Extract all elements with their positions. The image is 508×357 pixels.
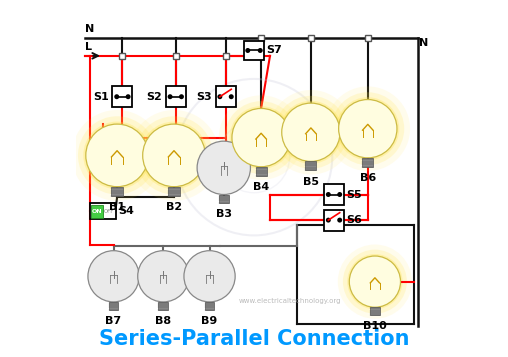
- FancyBboxPatch shape: [324, 210, 344, 231]
- Bar: [168, 187, 180, 196]
- Circle shape: [225, 101, 298, 174]
- Text: N: N: [85, 24, 94, 34]
- Text: B6: B6: [360, 173, 376, 183]
- Text: B2: B2: [166, 202, 182, 212]
- Circle shape: [72, 110, 163, 201]
- FancyBboxPatch shape: [324, 184, 344, 205]
- Text: S5: S5: [346, 190, 362, 200]
- Circle shape: [337, 218, 342, 223]
- Bar: [370, 307, 380, 315]
- Circle shape: [347, 254, 402, 309]
- Circle shape: [337, 192, 342, 197]
- Bar: [256, 167, 267, 176]
- Text: B7: B7: [106, 316, 121, 326]
- FancyBboxPatch shape: [215, 86, 236, 107]
- Circle shape: [279, 101, 342, 164]
- Text: S1: S1: [93, 92, 109, 102]
- Text: N: N: [420, 38, 429, 48]
- Text: B10: B10: [363, 321, 387, 331]
- Bar: [111, 187, 123, 196]
- Circle shape: [336, 97, 399, 160]
- Circle shape: [326, 218, 331, 223]
- Circle shape: [338, 245, 412, 319]
- Circle shape: [143, 124, 205, 187]
- FancyBboxPatch shape: [112, 86, 133, 107]
- FancyBboxPatch shape: [91, 205, 104, 218]
- Text: B1: B1: [109, 202, 125, 212]
- Circle shape: [350, 256, 400, 307]
- Text: ON: ON: [91, 209, 102, 214]
- Circle shape: [343, 250, 407, 314]
- Text: S6: S6: [346, 215, 362, 225]
- Circle shape: [331, 92, 404, 165]
- Circle shape: [245, 48, 250, 53]
- Circle shape: [229, 94, 234, 99]
- Circle shape: [114, 94, 119, 99]
- FancyBboxPatch shape: [243, 41, 265, 60]
- Circle shape: [140, 122, 208, 189]
- Circle shape: [83, 122, 151, 189]
- Circle shape: [326, 192, 331, 197]
- Circle shape: [258, 48, 263, 53]
- Circle shape: [78, 116, 156, 195]
- Text: S3: S3: [197, 92, 212, 102]
- Bar: [205, 302, 214, 310]
- Circle shape: [168, 94, 173, 99]
- Text: B9: B9: [202, 316, 217, 326]
- Text: Series-Parallel Connection: Series-Parallel Connection: [99, 329, 409, 349]
- Circle shape: [129, 110, 219, 201]
- Circle shape: [282, 103, 340, 161]
- Circle shape: [197, 141, 250, 195]
- Text: B8: B8: [155, 316, 171, 326]
- Circle shape: [230, 106, 293, 169]
- Bar: [109, 302, 118, 310]
- Text: OFF: OFF: [104, 209, 114, 214]
- Circle shape: [86, 124, 148, 187]
- Text: B4: B4: [253, 182, 269, 192]
- Text: L: L: [85, 42, 92, 52]
- Bar: [305, 161, 316, 170]
- Circle shape: [135, 116, 213, 195]
- Circle shape: [125, 94, 131, 99]
- Circle shape: [326, 86, 410, 171]
- Text: B3: B3: [216, 209, 232, 219]
- Text: S7: S7: [267, 45, 282, 55]
- Circle shape: [274, 96, 347, 169]
- Bar: [158, 302, 168, 310]
- Bar: [219, 195, 229, 202]
- Circle shape: [184, 251, 235, 302]
- FancyBboxPatch shape: [90, 203, 116, 220]
- Text: www.electricaltechnology.org: www.electricaltechnology.org: [238, 298, 341, 304]
- Text: B5: B5: [303, 177, 319, 187]
- Circle shape: [339, 100, 397, 158]
- Circle shape: [217, 94, 223, 99]
- Circle shape: [88, 251, 139, 302]
- Circle shape: [138, 251, 189, 302]
- Text: S2: S2: [146, 92, 162, 102]
- FancyBboxPatch shape: [166, 86, 186, 107]
- Circle shape: [179, 94, 184, 99]
- Circle shape: [219, 95, 303, 180]
- Circle shape: [269, 90, 353, 175]
- Bar: [362, 158, 373, 167]
- Circle shape: [232, 109, 290, 167]
- Text: S4: S4: [118, 206, 134, 216]
